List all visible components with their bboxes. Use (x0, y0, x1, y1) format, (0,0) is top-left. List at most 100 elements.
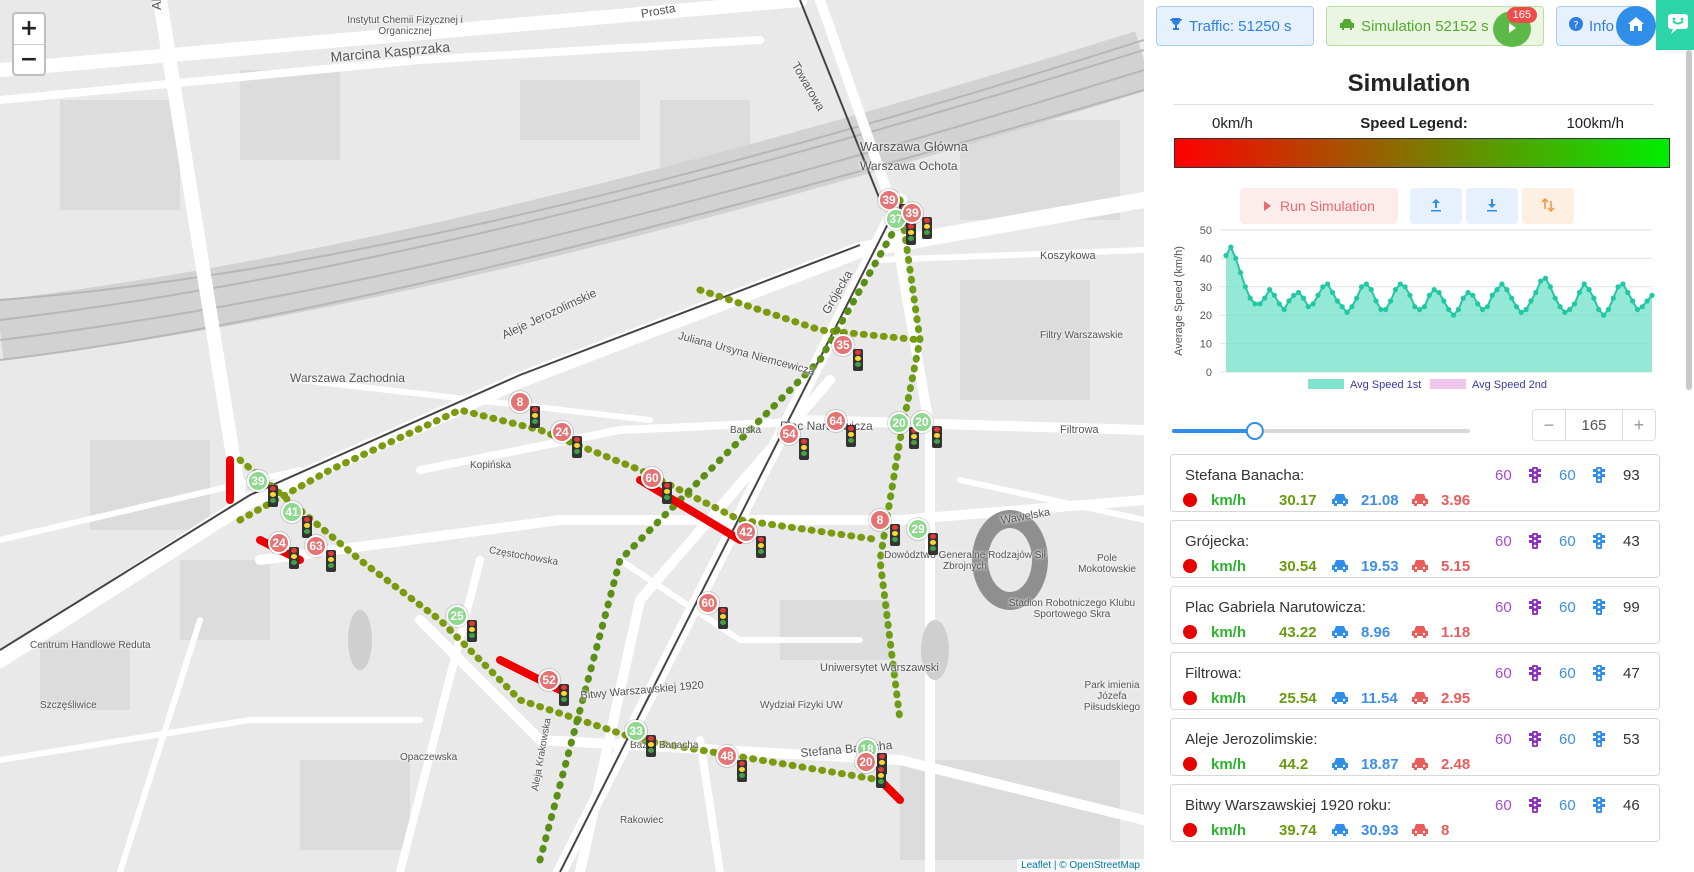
legend-max-label: 100km/h (1566, 115, 1624, 132)
traffic-light-marker[interactable]: 39 (247, 470, 269, 492)
traffic-light-marker[interactable]: 48 (716, 745, 738, 767)
data-point (1339, 304, 1345, 310)
data-point (1605, 306, 1612, 313)
stepper-plus-button[interactable]: + (1633, 414, 1645, 435)
chat-button[interactable] (1656, 0, 1694, 50)
street-card[interactable]: Stefana Banacha: 60 60 93 km/h 30.17 21.… (1170, 454, 1660, 512)
street-card[interactable]: Filtrowa: 60 60 47 km/h 25.54 11.54 2.95 (1170, 652, 1660, 710)
street-card[interactable]: Bitwy Warszawskiej 1920 roku: 60 60 46 k… (1170, 784, 1660, 842)
traffic-light-marker[interactable]: 8 (869, 509, 891, 531)
traffic-light-marker[interactable]: 24 (551, 421, 573, 443)
traffic-light-marker[interactable]: 20 (911, 411, 933, 433)
green-light-value: 60 (1495, 797, 1512, 814)
zoom-in-button[interactable]: + (19, 16, 39, 41)
traffic-light-marker[interactable]: 24 (268, 532, 290, 554)
data-point (1373, 298, 1379, 304)
data-point (1610, 295, 1616, 301)
data-point (1291, 292, 1297, 298)
speed-unit-label: km/h (1211, 822, 1247, 839)
svg-text:?: ? (1573, 20, 1578, 31)
simulation-button[interactable]: Simulation 52152 s 165 (1326, 6, 1544, 47)
speed-unit-label: km/h (1211, 492, 1247, 509)
question-icon: ? (1569, 17, 1583, 35)
red-light-value: 60 (1559, 797, 1576, 814)
car-blue-icon (1331, 691, 1349, 709)
home-icon (1627, 16, 1645, 37)
data-point (1571, 301, 1578, 307)
stepper-value[interactable]: 165 (1565, 410, 1623, 440)
leaflet-link[interactable]: Leaflet (1021, 860, 1052, 871)
cycle-value: 93 (1623, 467, 1640, 484)
map-label: Szczęśliwice (40, 700, 97, 711)
street-card[interactable]: Aleje Jerozolimskie: 60 60 53 km/h 44.2 … (1170, 718, 1660, 776)
data-point (1431, 287, 1437, 293)
traffic-light-marker[interactable]: 33 (625, 720, 647, 742)
traffic-light-icon (467, 620, 477, 642)
speed-unit-label: km/h (1211, 624, 1247, 641)
traffic-label: Traffic: 51250 s (1189, 17, 1292, 35)
traffic-light-icon (572, 436, 582, 458)
upload-button[interactable] (1410, 188, 1462, 224)
street-card[interactable]: Plac Gabriela Narutowicza: 60 60 99 km/h… (1170, 586, 1660, 644)
traffic-light-marker[interactable]: 20 (888, 412, 910, 434)
play-button[interactable]: 165 (1493, 7, 1537, 47)
zoom-out-button[interactable]: − (14, 44, 44, 74)
cycle-value: 46 (1623, 797, 1640, 814)
data-point (1407, 292, 1413, 298)
traffic-light-marker[interactable]: 60 (641, 467, 663, 489)
stepper-minus-button[interactable]: − (1543, 414, 1555, 435)
delay-value: 2.95 (1441, 690, 1471, 707)
data-point (1460, 295, 1466, 301)
traffic-light-marker[interactable]: 8 (509, 391, 531, 413)
home-button[interactable] (1616, 6, 1656, 46)
data-point (1300, 295, 1307, 301)
traffic-light-marker[interactable]: 39 (878, 189, 900, 211)
traffic-light-marker[interactable]: 60 (697, 592, 719, 614)
traffic-light-blue-icon (1593, 797, 1605, 817)
time-slider[interactable] (1166, 416, 1476, 446)
map-label: Warszawa Główna (860, 139, 968, 154)
map-label: Filtrowa (1060, 424, 1099, 436)
data-point (1499, 281, 1505, 287)
slider-handle[interactable] (1245, 422, 1264, 440)
traffic-light-marker[interactable]: 42 (735, 521, 757, 543)
traffic-light-marker[interactable]: 39 (901, 202, 923, 224)
map-label: Park imienia Józefa Piłsudskiego (1083, 680, 1141, 713)
map-label: Warszawa Zachodnia (290, 371, 405, 385)
status-dot-icon (1183, 691, 1197, 705)
download-button[interactable] (1466, 188, 1518, 224)
traffic-light-purple-icon (1529, 533, 1541, 553)
data-point (1320, 284, 1326, 290)
delay-value: 3.96 (1441, 492, 1471, 509)
data-point (1484, 304, 1491, 310)
swap-button[interactable] (1522, 188, 1574, 224)
traffic-button[interactable]: Traffic: 51250 s (1156, 6, 1314, 46)
traffic-light-blue-icon (1593, 665, 1605, 685)
traffic-light-marker[interactable]: 35 (832, 334, 854, 356)
panel-scrollbar[interactable] (1686, 50, 1692, 390)
traffic-light-icon (909, 427, 919, 449)
data-point (1441, 298, 1447, 304)
traffic-light-marker[interactable]: 20 (855, 751, 877, 773)
traffic-light-marker[interactable]: 64 (825, 410, 847, 432)
street-list: Stefana Banacha: 60 60 93 km/h 30.17 21.… (1170, 454, 1660, 850)
traffic-light-icon (932, 426, 942, 448)
street-card[interactable]: Grójecka: 60 60 43 km/h 30.54 19.53 5.15 (1170, 520, 1660, 578)
data-point (1286, 298, 1292, 304)
traffic-light-marker[interactable]: 41 (281, 501, 303, 523)
avg-speed-value: 39.74 (1279, 822, 1317, 839)
data-point (1591, 295, 1597, 301)
legend-swatch (1308, 379, 1344, 389)
data-point (1625, 289, 1631, 296)
data-point (1547, 284, 1553, 290)
traffic-light-marker[interactable]: 25 (446, 605, 468, 627)
data-point (1315, 292, 1321, 298)
traffic-light-purple-icon (1529, 467, 1541, 487)
map-view[interactable]: Aleja Prymasa TysiącleciaMarcina Kasprza… (0, 0, 1144, 872)
run-simulation-button[interactable]: Run Simulation (1240, 188, 1398, 224)
traffic-light-marker[interactable]: 63 (305, 535, 327, 557)
traffic-light-marker[interactable]: 54 (778, 423, 800, 445)
traffic-light-marker[interactable]: 29 (907, 518, 929, 540)
traffic-light-marker[interactable]: 52 (538, 669, 560, 691)
play-icon (1506, 21, 1518, 38)
